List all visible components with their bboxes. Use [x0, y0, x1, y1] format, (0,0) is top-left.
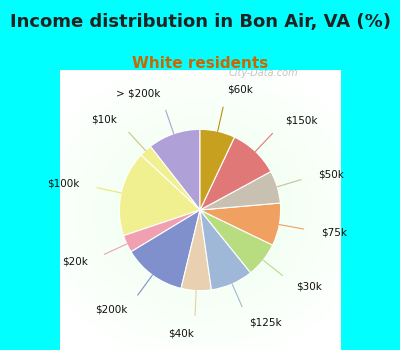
Text: $150k: $150k [285, 116, 317, 126]
Text: City-Data.com: City-Data.com [229, 68, 298, 78]
Wedge shape [131, 210, 200, 288]
Text: $10k: $10k [91, 114, 117, 124]
Wedge shape [124, 210, 200, 252]
Text: White residents: White residents [132, 56, 268, 71]
Wedge shape [150, 130, 200, 210]
Text: $20k: $20k [62, 257, 88, 267]
Wedge shape [200, 210, 251, 290]
Text: $100k: $100k [47, 179, 80, 189]
Wedge shape [200, 130, 234, 210]
Text: > $200k: > $200k [116, 89, 160, 98]
Wedge shape [200, 210, 273, 273]
Text: $30k: $30k [296, 282, 322, 292]
Text: $200k: $200k [95, 304, 127, 314]
Text: $75k: $75k [321, 227, 347, 237]
Wedge shape [200, 203, 281, 245]
Text: $40k: $40k [168, 328, 194, 338]
Wedge shape [141, 146, 200, 210]
Text: $125k: $125k [249, 318, 282, 328]
Text: $60k: $60k [227, 85, 253, 95]
Text: Income distribution in Bon Air, VA (%): Income distribution in Bon Air, VA (%) [10, 13, 390, 30]
Wedge shape [200, 172, 280, 210]
Wedge shape [181, 210, 212, 290]
Text: $50k: $50k [318, 169, 344, 180]
Wedge shape [119, 155, 200, 236]
Wedge shape [200, 137, 271, 210]
